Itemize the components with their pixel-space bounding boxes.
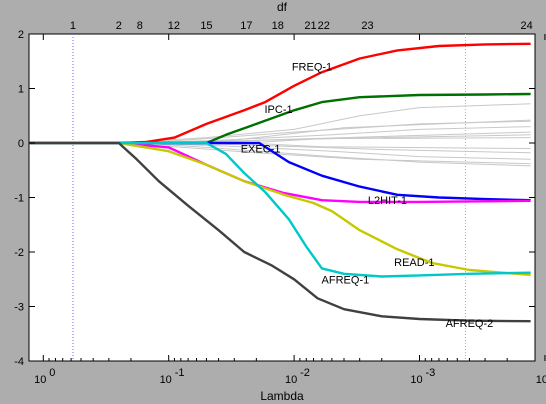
series-line-afreq-2 (29, 141, 531, 323)
x-tick-exponent-0: 0 (49, 367, 55, 379)
series-line-read-1 (29, 141, 531, 277)
x-tick-exponent-1: -1 (175, 367, 185, 379)
df-tick-label-2: 8 (137, 20, 143, 32)
y-tick-label-0: 2 (18, 29, 24, 41)
x-tick-exponent-2: -2 (300, 367, 310, 379)
coefficient-paths (29, 42, 531, 323)
background-path-10 (246, 137, 531, 144)
background-path-11 (246, 142, 531, 149)
background-path-6 (139, 142, 531, 160)
series-label-afreq-1: AFREQ-1 (322, 274, 370, 286)
df-tick-label-6: 18 (272, 20, 284, 32)
series-label-ipc-1: IPC-1 (265, 104, 293, 116)
x-tick-label-1: 10 (160, 374, 172, 386)
top-axis-title: df (277, 0, 288, 14)
background-path-2 (139, 126, 531, 144)
series-line-afreq-1 (29, 141, 531, 278)
series-labels: FREQ-1 IPC-1 EXEC-1 L2HIT-1 READ-1 AFREQ-1 AFR… (241, 62, 494, 330)
x-tick-label-3: 10 (410, 374, 422, 386)
x-tick-label-0: 10 (34, 374, 46, 386)
reference-lines (72, 34, 466, 361)
y-axis-ticks: 2 1 0 -1 -2 -3 -4 (14, 29, 535, 368)
df-tick-label-10: 24 (520, 20, 532, 32)
x-tick-exponent-3: -3 (426, 367, 436, 379)
df-axis-ticks: 1 2 8 12 15 17 18 21 22 23 24 (70, 20, 533, 32)
y-tick-label-5: -3 (14, 302, 24, 314)
x-axis-title: Lambda (260, 389, 304, 403)
y-tick-label-1: 1 (18, 84, 24, 96)
df-tick-label-9: 23 (361, 20, 373, 32)
y-tick-label-4: -2 (14, 247, 24, 259)
series-label-freq-1: FREQ-1 (292, 62, 332, 74)
y-tick-label-6: -4 (14, 356, 24, 368)
series-line-exec-1 (29, 141, 531, 202)
df-tick-label-5: 17 (240, 20, 252, 32)
background-path-0 (118, 103, 531, 144)
series-label-l2hit-1: L2HIT-1 (368, 195, 407, 207)
series-label-exec-1: EXEC-1 (241, 143, 281, 155)
background-path-7 (139, 142, 531, 167)
series-label-read-1: READ-1 (394, 257, 434, 269)
df-tick-label-0: 1 (70, 20, 76, 32)
x-tick-label-2: 10 (285, 374, 297, 386)
df-tick-label-4: 15 (200, 20, 212, 32)
x-tick-label-4: 10 (536, 374, 546, 386)
df-tick-label-1: 2 (116, 20, 122, 32)
df-tick-label-8: 22 (318, 20, 330, 32)
y-tick-label-2: 0 (18, 138, 24, 150)
df-tick-label-7: 21 (304, 20, 316, 32)
y-tick-label-3: -1 (14, 193, 24, 205)
series-line-freq-1 (29, 42, 531, 145)
df-tick-label-3: 12 (168, 20, 180, 32)
series-label-afreq-2: AFREQ-2 (446, 318, 494, 330)
series-line-ipc-1 (29, 92, 531, 145)
background-path-9 (206, 119, 531, 144)
